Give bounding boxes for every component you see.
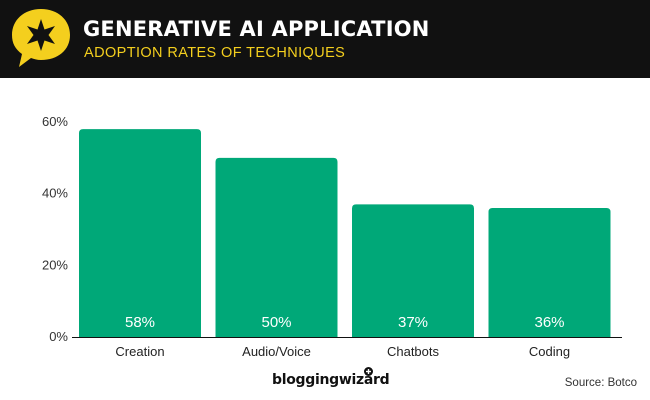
header-banner: GENERATIVE AI APPLICATION ADOPTION RATES… <box>0 0 650 78</box>
chart-title: GENERATIVE AI APPLICATION <box>83 17 430 41</box>
bar-value-label: 50% <box>261 314 291 331</box>
plot-area: 0% 20% 40% 60% 58% Creation 50% Audio/Voice 37% C… <box>42 114 622 359</box>
brand-logo-text: bloggingwizard <box>272 372 390 388</box>
bar-chatbots <box>352 204 474 337</box>
x-tick-label: Audio/Voice <box>242 344 311 359</box>
y-tick-label: 0% <box>49 329 68 344</box>
y-tick-label: 40% <box>42 186 68 201</box>
x-tick-label: Chatbots <box>387 344 440 359</box>
bar-audio-voice <box>215 157 338 337</box>
bar-creation <box>79 129 201 337</box>
x-tick-label: Creation <box>115 344 164 359</box>
source-note: Source: Botco <box>564 377 637 389</box>
star-speech-bubble-icon <box>12 9 70 67</box>
chart-subtitle: ADOPTION RATES OF TECHNIQUES <box>84 45 346 61</box>
bar-value-label: 37% <box>398 314 428 331</box>
x-tick-label: Coding <box>529 344 570 359</box>
brand-plus-icon <box>364 367 373 376</box>
bar-value-label: 58% <box>125 314 155 331</box>
bar-coding <box>488 208 611 337</box>
y-tick-label: 60% <box>42 114 68 129</box>
bar-value-label: 36% <box>534 314 564 331</box>
y-tick-label: 20% <box>42 257 68 272</box>
